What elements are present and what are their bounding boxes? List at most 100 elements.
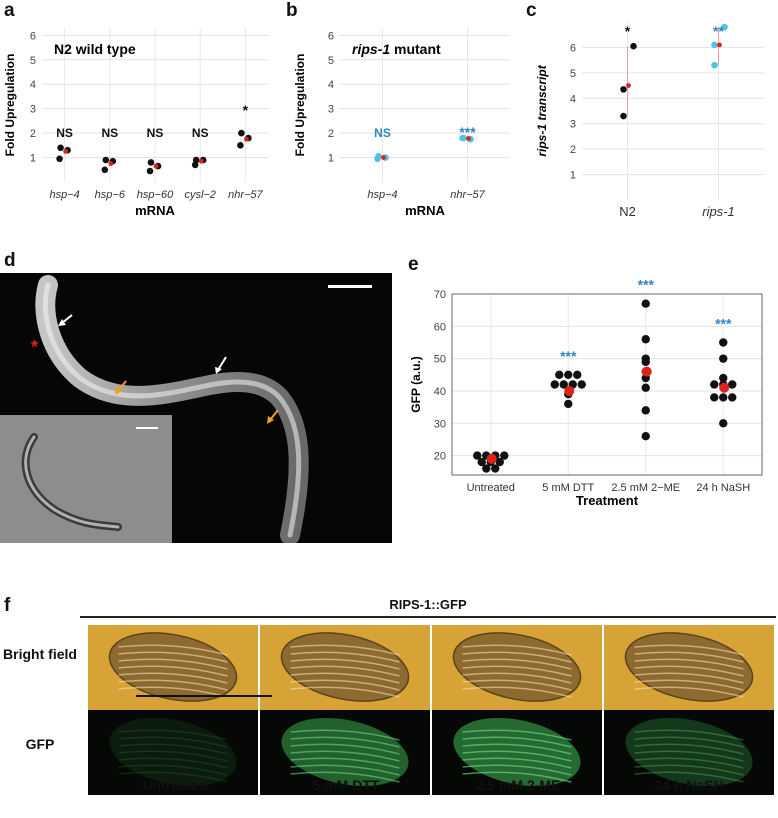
data-point [710,393,719,402]
data-point [719,419,728,428]
data-point [374,155,381,163]
y-tick-label: 5 [30,55,36,67]
x-tick-label: Untreated [467,482,515,494]
y-tick-label: 4 [328,79,334,91]
mean-point [198,158,204,164]
significance-label: NS [147,126,164,140]
y-tick-label: 3 [328,104,334,116]
brightfield-embryo-image [432,625,602,710]
significance-label: NS [56,126,73,140]
data-point [719,393,728,402]
data-point [564,399,573,409]
panel-f-header-rule [80,616,776,618]
row-label-brightfield: Bright field [3,646,77,662]
data-point [237,142,244,149]
brightfield-embryo-image [88,625,258,710]
significance-label: NS [192,126,209,140]
data-point [719,373,728,383]
panel-d-micrograph: * [0,273,392,543]
data-point [191,161,199,169]
x-tick-label: N2 [619,204,636,219]
data-point [711,41,718,49]
panel-f-scale-bar [136,695,272,697]
mean-point [381,155,386,160]
chart-a: 1 2 3 4 5 6 hsp−4 hsp−6 hsp−60 cysl−2 nhr−57 mRNA Fo… [3,28,268,218]
data-point [500,451,509,460]
data-point [238,129,245,137]
y-tick-label: 20 [434,451,446,463]
x-tick-label: 24 h NaSH [696,482,750,494]
y-axis-label: Fold Upregulation [293,54,307,157]
data-point [711,61,718,69]
data-point [641,299,650,308]
data-point [641,383,650,392]
data-point [710,380,719,389]
y-tick-label: 6 [30,30,36,42]
x-tick-label: hsp−4 [367,189,397,201]
y-tick-label: 4 [30,79,36,91]
data-point [473,451,482,460]
yellow-arrow-1 [115,380,127,395]
panel-letter-b: b [286,0,298,21]
x-tick-label: nhr−57 [450,189,485,201]
y-tick-label: 70 [434,289,446,301]
col-label-nash: 24 h NaSH [654,777,724,793]
x-tick-label: 2.5 mM 2−ME [611,482,680,494]
red-asterisk: * [31,337,38,357]
data-point [559,380,568,389]
white-arrow-2 [215,356,227,374]
data-point [482,464,491,473]
y-tick-label: 3 [30,104,36,116]
mean-point [486,453,497,464]
inset-scale-bar [136,427,158,429]
data-point [719,354,728,363]
significance-label: * [243,102,249,118]
significance-label: * [625,23,631,39]
chart-title: N2 wild type [54,41,136,57]
panel-letter-f: f [4,595,11,616]
scale-bar [328,285,372,288]
chart-e: 20 30 40 50 60 70 Untreated 5 mM DTT 2.5 mM 2−ME… [409,278,763,508]
y-tick-label: 5 [570,68,576,80]
y-tick-label: 4 [570,93,576,105]
significance-label: *** [459,124,476,140]
row-label-gfp: GFP [25,736,55,752]
data-point [146,167,154,175]
data-point [56,155,63,163]
x-tick-label: hsp−60 [137,189,174,201]
data-point [641,357,650,367]
col-label-dtt: 5 mM DTT [312,777,380,793]
y-tick-label: 30 [434,418,446,430]
x-axis-label: mRNA [135,203,175,218]
data-point [555,370,564,380]
x-tick-label: cysl−2 [184,189,216,201]
y-tick-label: 3 [570,119,576,131]
mean-point [63,149,68,154]
significance-label: *** [560,348,577,364]
data-point [192,156,200,164]
x-tick-label: 5 mM DTT [542,482,594,494]
mean-point [717,42,722,48]
data-point [491,464,500,473]
y-tick-label: 60 [434,321,446,333]
data-point [495,457,504,467]
data-point [573,370,582,380]
data-point [719,338,728,347]
data-point [620,112,627,120]
col-label-untreated: Untreated [142,777,208,793]
mean-point [108,161,114,167]
panel-f-header: RIPS-1::GFP [389,597,467,612]
worm-fluorescence-image: * [31,275,372,543]
gfp-row [88,710,776,810]
x-axis-label: mRNA [405,203,445,218]
y-tick-label: 2 [328,128,334,140]
chart-title: rips-1 mutant [352,41,441,57]
y-axis-label: GFP (a.u.) [409,356,423,412]
brightfield-embryo-image [260,625,430,710]
x-tick-label: hsp−6 [95,189,126,201]
panel-letter-e: e [408,254,419,275]
gfp-embryo-image [88,710,258,795]
data-point [641,406,650,415]
y-tick-label: 1 [30,153,36,165]
